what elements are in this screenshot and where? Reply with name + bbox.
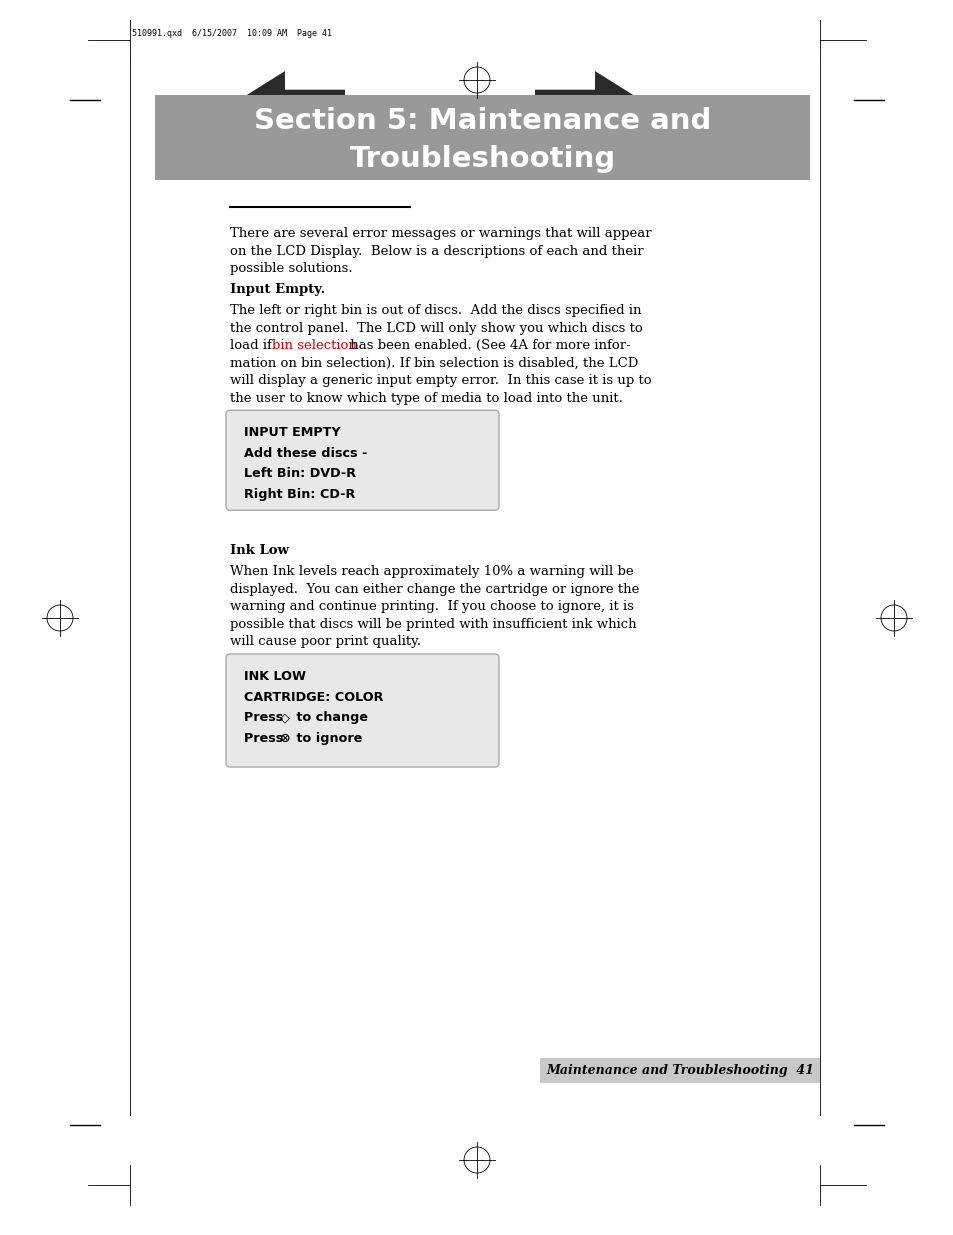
FancyBboxPatch shape	[226, 410, 498, 510]
Text: The left or right bin is out of discs.  Add the discs specified in: The left or right bin is out of discs. A…	[230, 304, 640, 317]
Bar	[154, 95, 809, 180]
Text: bin selection: bin selection	[272, 338, 356, 352]
Polygon shape	[231, 70, 345, 140]
Text: Section 5: Maintenance and: Section 5: Maintenance and	[253, 107, 710, 135]
FancyBboxPatch shape	[226, 655, 498, 767]
Text: has been enabled. (See 4A for more infor-: has been enabled. (See 4A for more infor…	[346, 338, 630, 352]
Text: Press: Press	[244, 711, 288, 724]
Text: INK LOW: INK LOW	[244, 671, 306, 683]
Text: When Ink levels reach approximately 10% a warning will be: When Ink levels reach approximately 10% …	[230, 566, 633, 578]
Text: Input Empty.: Input Empty.	[230, 283, 325, 296]
Text: possible solutions.: possible solutions.	[230, 262, 353, 275]
Text: CARTRIDGE: COLOR: CARTRIDGE: COLOR	[244, 690, 383, 704]
Text: will cause poor print quality.: will cause poor print quality.	[230, 635, 420, 648]
Text: INPUT EMPTY: INPUT EMPTY	[244, 426, 340, 440]
Text: load if: load if	[230, 338, 275, 352]
Text: will display a generic input empty error.  In this case it is up to: will display a generic input empty error…	[230, 374, 651, 387]
Text: There are several error messages or warnings that will appear: There are several error messages or warn…	[230, 227, 651, 240]
Text: displayed.  You can either change the cartridge or ignore the: displayed. You can either change the car…	[230, 583, 639, 595]
Text: mation on bin selection). If bin selection is disabled, the LCD: mation on bin selection). If bin selecti…	[230, 357, 638, 369]
Text: warning and continue printing.  If you choose to ignore, it is: warning and continue printing. If you ch…	[230, 600, 633, 614]
Text: ⊗: ⊗	[280, 731, 291, 745]
Text: the control panel.  The LCD will only show you which discs to: the control panel. The LCD will only sho…	[230, 321, 642, 335]
Text: to change: to change	[292, 711, 368, 724]
Text: 510991.qxd  6/15/2007  10:09 AM  Page 41: 510991.qxd 6/15/2007 10:09 AM Page 41	[132, 28, 332, 38]
Polygon shape	[535, 70, 648, 140]
Text: Troubleshooting: Troubleshooting	[349, 144, 615, 173]
Text: Right Bin: CD-R: Right Bin: CD-R	[244, 488, 355, 500]
Text: on the LCD Display.  Below is a descriptions of each and their: on the LCD Display. Below is a descripti…	[230, 245, 643, 258]
Text: the user to know which type of media to load into the unit.: the user to know which type of media to …	[230, 391, 622, 405]
Text: Left Bin: DVD-R: Left Bin: DVD-R	[244, 467, 355, 480]
Text: to ignore: to ignore	[292, 731, 362, 745]
Text: Ink Low: Ink Low	[230, 545, 289, 557]
Text: Maintenance and Troubleshooting  41: Maintenance and Troubleshooting 41	[545, 1065, 813, 1077]
Text: ◇: ◇	[280, 711, 290, 724]
Text: Press: Press	[244, 731, 288, 745]
Text: possible that discs will be printed with insufficient ink which: possible that discs will be printed with…	[230, 618, 636, 631]
Bar	[539, 1058, 820, 1083]
Text: Add these discs -: Add these discs -	[244, 447, 367, 459]
